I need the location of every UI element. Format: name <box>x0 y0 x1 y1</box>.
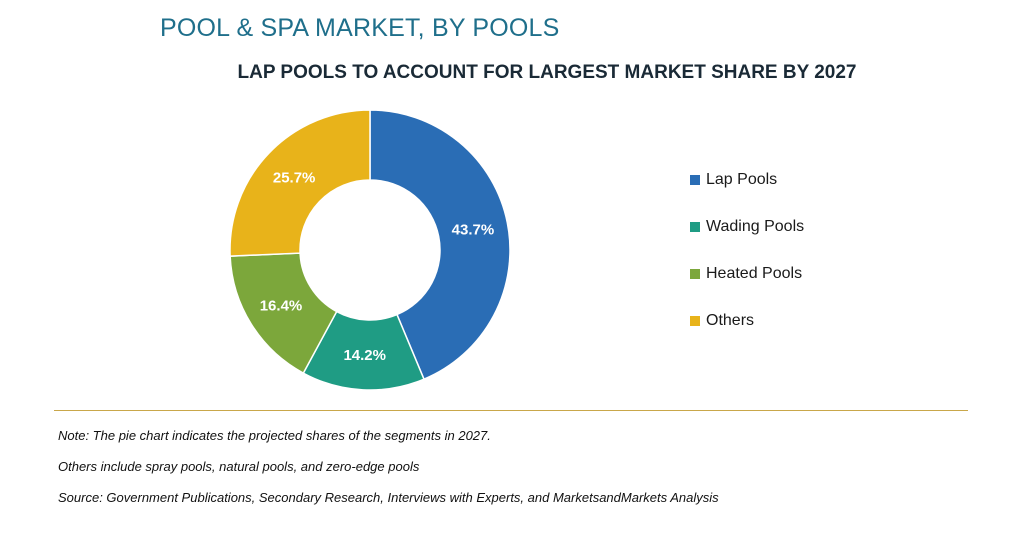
legend-item-wading-pools: Wading Pools <box>690 215 804 239</box>
legend-swatch <box>690 222 700 232</box>
legend-swatch <box>690 175 700 185</box>
legend-swatch <box>690 316 700 326</box>
divider-line <box>54 410 968 411</box>
note-others: Others include spray pools, natural pool… <box>58 459 420 474</box>
chart-subtitle: LAP POOLS TO ACCOUNT FOR LARGEST MARKET … <box>237 62 857 83</box>
legend-label: Lap Pools <box>706 171 778 188</box>
legend-item-others: Others <box>690 309 804 333</box>
legend-label: Heated Pools <box>706 265 803 282</box>
data-label-others: 25.7% <box>273 169 316 186</box>
data-label-heated-pools: 16.4% <box>260 298 303 315</box>
legend-item-lap-pools: Lap Pools <box>690 168 804 192</box>
data-label-wading-pools: 14.2% <box>343 347 386 364</box>
legend-label: Others <box>706 312 755 329</box>
donut-chart: 43.7% 14.2% 16.4% 25.7% <box>229 109 511 391</box>
slice-lap-pools <box>369 109 511 381</box>
data-label-lap-pools: 43.7% <box>452 221 495 238</box>
note-source: Source: Government Publications, Seconda… <box>58 490 719 505</box>
note-projection: Note: The pie chart indicates the projec… <box>58 428 491 443</box>
legend-label: Wading Pools <box>706 218 805 235</box>
chart-notes: Note: The pie chart indicates the projec… <box>58 428 719 521</box>
chart-legend: Lap Pools Wading Pools Heated Pools Othe… <box>690 168 804 356</box>
legend-item-heated-pools: Heated Pools <box>690 262 804 286</box>
legend-swatch <box>690 269 700 279</box>
slice-others <box>229 109 371 257</box>
chart-title: POOL & SPA MARKET, BY POOLS <box>160 14 560 42</box>
